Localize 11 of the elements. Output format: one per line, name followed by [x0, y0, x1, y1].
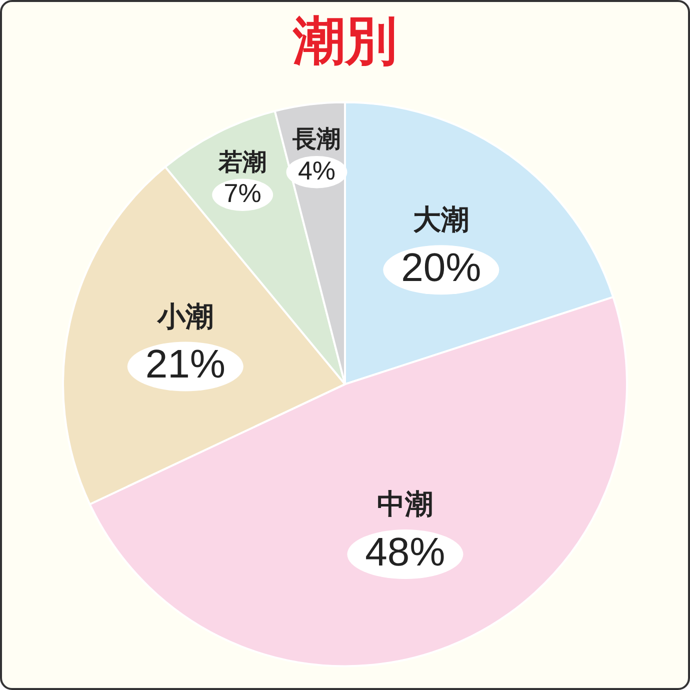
data-label: 20%: [401, 246, 482, 290]
data-label: 4%: [298, 155, 336, 186]
data-label: 48%: [365, 530, 446, 574]
chart-title: 潮別: [292, 12, 397, 72]
slice-label: 中潮: [377, 488, 434, 521]
data-label: 21%: [145, 342, 226, 387]
slice-label: 大潮: [413, 203, 470, 236]
data-label: 7%: [224, 178, 262, 208]
slice-label: 小潮: [156, 300, 214, 333]
slice-label: 若潮: [218, 148, 267, 176]
slice-label: 長潮: [292, 125, 341, 154]
